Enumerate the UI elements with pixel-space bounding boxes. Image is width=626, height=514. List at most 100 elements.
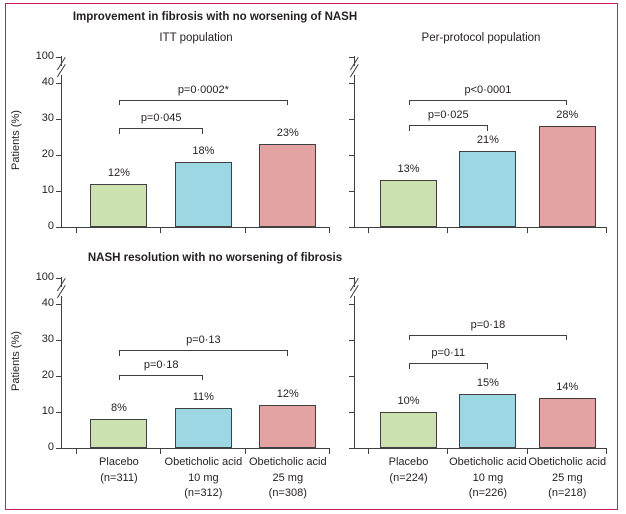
bar [538,126,596,227]
x-category-label-line: (n=224) [389,471,428,484]
bar-value-label: 23% [276,127,299,140]
y-tick [56,154,62,156]
y-tick-label: 20 [41,148,54,160]
bracket-end [118,374,121,381]
x-category-label-line: Obeticholic acid [248,456,327,468]
y-axis [354,75,356,228]
bracket-end [286,350,288,356]
x-category-label-line: 10 mg [472,471,504,484]
bar [380,412,438,448]
x-category-label: Obeticholic acid 10 mg (n=226) [418,455,558,502]
bar-value-label: 14% [556,380,579,393]
y-tick [349,375,355,377]
significance-bracket [408,125,488,127]
y-tick [349,226,355,228]
x-axis-tick [244,228,246,233]
y-tick [56,226,62,228]
x-category-label: Placebo (n=311) [49,455,189,486]
x-axis-tick [447,449,449,454]
y-tick [56,447,62,449]
significance-bracket [118,374,204,376]
y-tick-100 [56,57,62,59]
x-axis-tick [447,228,449,233]
bar-value-label: 8% [110,402,127,415]
bar-value-label: 15% [476,377,499,389]
y-tick [349,154,355,156]
bracket-end [486,363,489,369]
y-tick [349,447,355,449]
y-tick-100 [56,278,62,280]
x-axis-tick [526,449,528,454]
significance-bracket [408,363,488,365]
bracket-end [408,334,410,341]
x-axis-tick [329,228,331,233]
p-value-label: p=0·0002* [177,83,229,96]
bar [538,397,596,448]
y-tick [56,339,62,341]
significance-bracket [118,99,288,101]
significance-bracket [118,128,204,130]
x-axis-tick [160,228,162,233]
y-tick-label: 0 [47,441,54,453]
significance-bracket [408,334,568,337]
panel-subtitle-itt: ITT population [159,32,233,44]
x-axis-tick [75,228,77,233]
y-tick-label: 10 [41,184,54,196]
bar-value-label: 13% [397,163,420,176]
bar [90,183,148,227]
x-axis [355,448,607,450]
x-category-label-line: Placebo [388,456,429,468]
y-tick-100 [349,278,355,280]
p-value-label: p=0·11 [431,347,466,360]
y-tick-label-100: 100 [35,271,54,283]
x-axis-tick [526,228,528,233]
y-tick [56,118,62,120]
section-title-nash-resolution: NASH resolution with no worsening of fib… [87,252,343,264]
bracket-end [486,125,489,131]
x-axis-tick [606,228,608,233]
bracket-end [286,99,288,106]
x-category-label-line: (n=308) [268,487,307,499]
p-value-label: p=0·18 [143,358,179,371]
y-tick [56,190,62,192]
y-tick [56,303,62,305]
y-tick [56,411,62,413]
y-tick-label: 30 [41,112,54,124]
p-value-label: p=0·045 [140,112,182,124]
y-tick-label: 30 [41,333,54,345]
y-axis [61,75,63,228]
bar-value-label: 18% [192,145,215,158]
x-category-label: Obeticholic acid 10 mg (n=312) [133,455,273,502]
y-tick-label: 40 [41,297,54,309]
bar-value-label: 28% [556,109,579,122]
bracket-end [202,374,204,381]
bar [90,419,148,448]
x-category-label: Obeticholic acid 25 mg (n=308) [218,455,358,502]
x-axis-tick [367,449,370,454]
p-value-label: p<0·0001 [464,83,512,96]
x-category-label-line: Obeticholic acid [449,456,527,468]
bar-value-label: 11% [192,391,214,404]
x-category-label-line: 25 mg [272,471,304,484]
y-tick [349,190,355,192]
x-category-label-line: (n=311) [100,471,138,484]
x-category-label-line: 10 mg [188,471,219,484]
x-category-label: Obeticholic acid 25 mg (n=218) [497,455,626,502]
x-category-label-line: (n=218) [548,487,587,499]
x-axis-tick [367,228,370,233]
bracket-end [408,99,410,106]
y-tick [56,375,62,377]
bar-value-label: 21% [476,134,499,147]
y-tick [349,82,355,84]
bracket-end [408,125,410,131]
x-category-label-line: (n=226) [468,487,508,499]
y-tick-label: 10 [41,405,54,417]
p-value-label: p=0·18 [470,318,506,331]
x-axis-tick [160,449,162,454]
y-axis [61,296,63,449]
y-tick-100 [349,57,355,59]
bracket-end [566,99,568,106]
x-category-label-line: 25 mg [552,471,583,484]
bar [174,408,232,448]
